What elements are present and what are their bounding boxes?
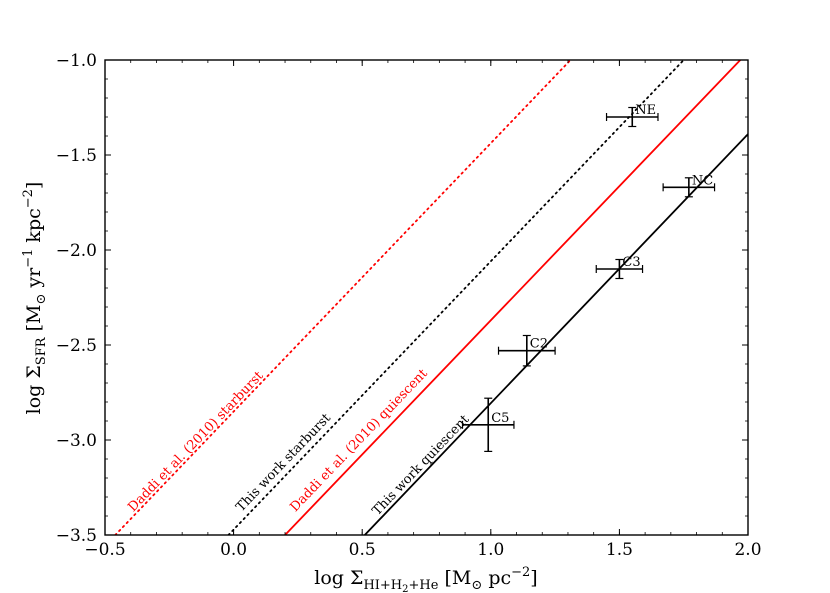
label-this-work-quiescent: This work quiescent xyxy=(370,412,473,519)
point-label-c5: C5 xyxy=(491,411,509,426)
data-point-c2: C2 xyxy=(497,334,556,367)
y-tick-label: −3.5 xyxy=(56,526,97,546)
data-point-c3: C3 xyxy=(595,255,644,280)
x-tick-label: 1.0 xyxy=(477,540,504,560)
data-point-nc: NC xyxy=(662,173,716,198)
plot-frame xyxy=(104,59,749,536)
line-this-work-quiescent xyxy=(364,133,748,535)
point-label-c3: C3 xyxy=(622,255,640,270)
line-this-work-starburst xyxy=(227,60,685,535)
point-label-nc: NC xyxy=(692,173,713,188)
x-tick-label: 0.5 xyxy=(349,540,376,560)
x-axis-label: log ΣHI+H2+He [M⊙ pc−2] xyxy=(314,565,537,593)
y-tick-label: −2.5 xyxy=(56,336,97,356)
y-tick-label: −2.0 xyxy=(56,241,97,261)
x-tick-label: 1.5 xyxy=(606,540,633,560)
point-label-c2: C2 xyxy=(530,337,548,352)
point-label-ne: NE xyxy=(635,103,656,118)
x-tick-label: −0.5 xyxy=(84,540,125,560)
line-daddi-et-al-2010-starburst xyxy=(114,60,572,535)
line-daddi-et-al-2010-quiescent xyxy=(284,60,741,535)
x-tick-label: 2.0 xyxy=(734,540,761,560)
data-point-c5: C5 xyxy=(461,397,515,452)
y-tick-label: −3.0 xyxy=(56,431,97,451)
y-axis-label: log ΣSFR [M⊙ yr−1 kpc−2] xyxy=(21,182,49,415)
x-tick-label: 0.0 xyxy=(220,540,247,560)
y-tick-label: −1.5 xyxy=(56,146,97,166)
data-point-ne: NE xyxy=(605,103,659,128)
y-tick-label: −1.0 xyxy=(56,51,97,71)
